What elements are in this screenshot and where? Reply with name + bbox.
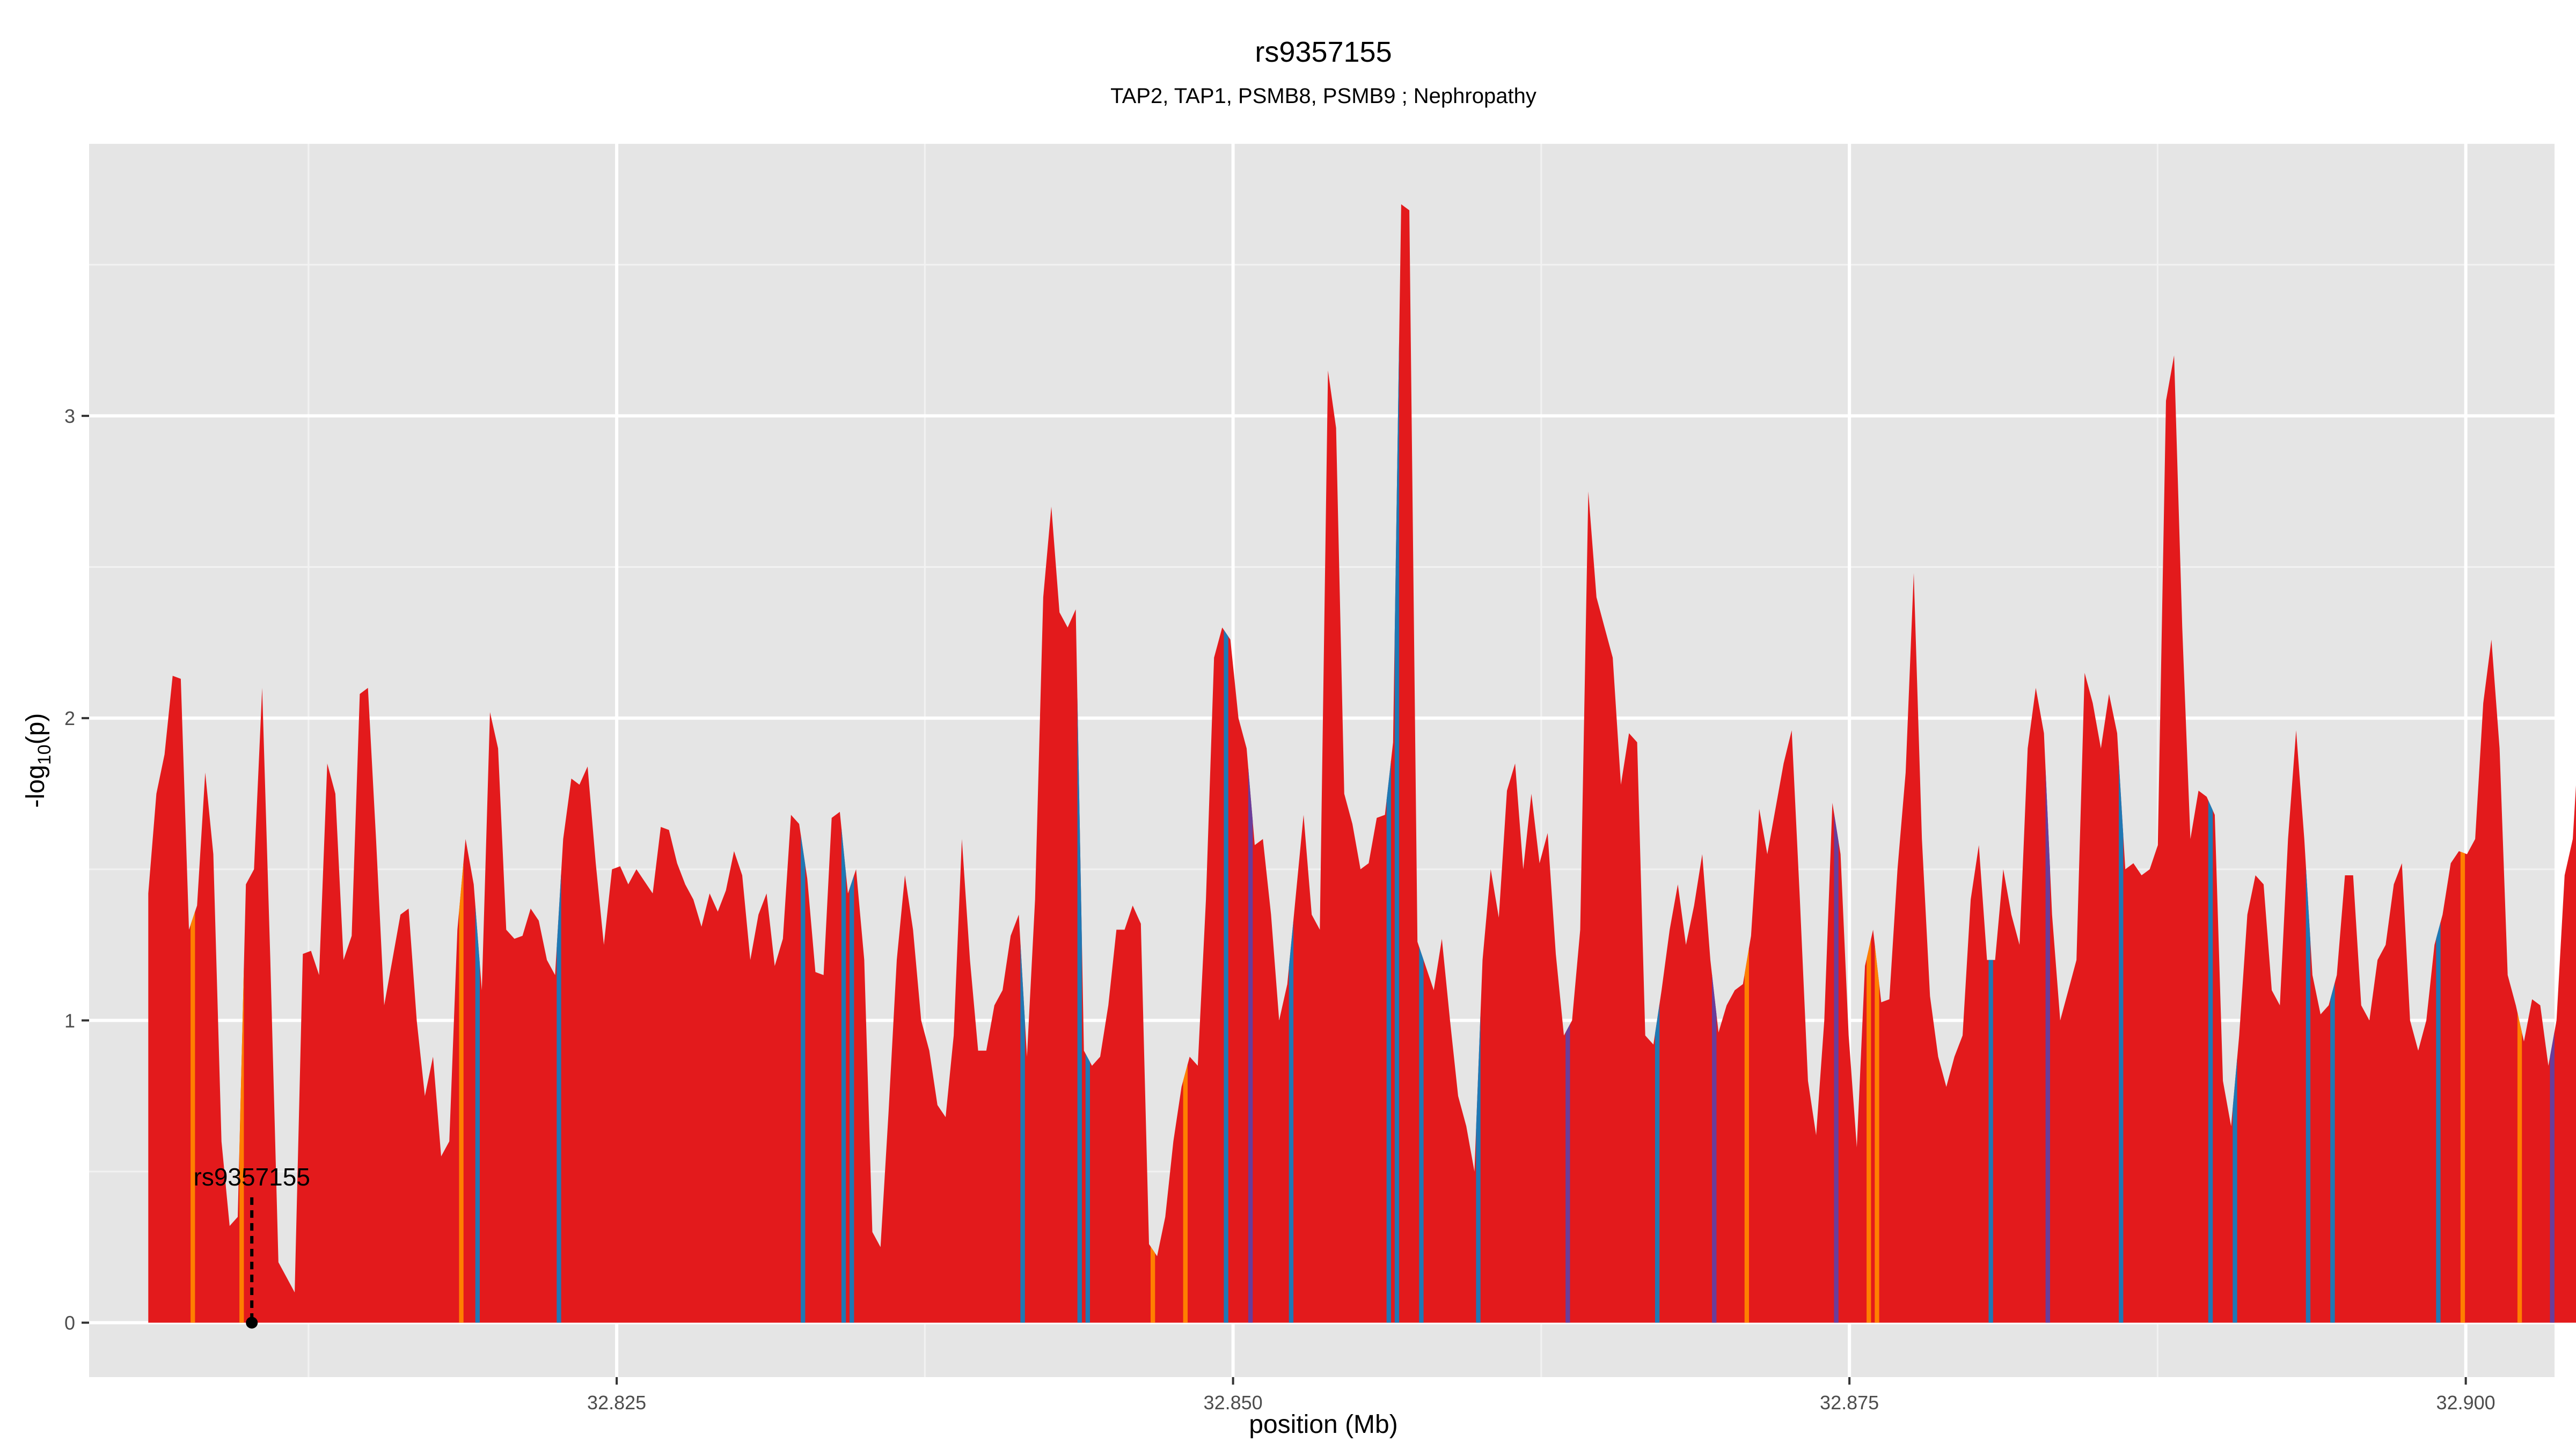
area-series <box>148 204 2576 1323</box>
colored-segment-purple <box>1565 1024 1570 1323</box>
snp-annotation: rs9357155 <box>194 1163 310 1329</box>
colored-segment-blue <box>841 828 846 1323</box>
x-axis: 32.825 32.850 32.875 32.900 <box>587 1377 2496 1414</box>
colored-segment-blue <box>2330 983 2335 1323</box>
colored-segment-blue <box>1476 1013 1481 1323</box>
colored-segment-orange <box>1867 939 1871 1323</box>
y-tick-label: 2 <box>64 707 75 729</box>
colored-segment-blue <box>850 875 854 1323</box>
colored-segment-blue <box>1386 760 1391 1323</box>
y-axis-title-main: -log <box>21 765 50 808</box>
y-axis-title-subscript: 10 <box>34 744 55 765</box>
area-main <box>148 204 2576 1323</box>
x-tick-label: 32.875 <box>1820 1392 1879 1414</box>
colored-segment-purple <box>1834 813 1839 1323</box>
colored-segment-blue <box>1394 339 1400 1323</box>
colored-segment-orange <box>191 911 195 1323</box>
colored-segment-orange <box>1875 944 1879 1323</box>
colored-segment-blue <box>1077 697 1082 1323</box>
y-axis: 0 1 2 3 <box>64 405 89 1334</box>
colored-segment-blue <box>1085 1053 1090 1323</box>
colored-segment-blue <box>2119 760 2124 1323</box>
colored-segment-blue <box>1020 943 1025 1323</box>
annotation-label: rs9357155 <box>194 1163 310 1191</box>
colored-segment-blue <box>2208 800 2213 1323</box>
colored-segment-blue <box>2436 922 2441 1323</box>
colored-segment-purple <box>2045 769 2050 1323</box>
colored-segment-blue <box>557 873 561 1323</box>
colored-segment-blue <box>1655 1004 1660 1323</box>
colored-segments <box>191 339 2555 1323</box>
plot-area: rs9357155 <box>89 144 2576 1377</box>
y-tick-label: 1 <box>64 1009 75 1031</box>
colored-segment-orange <box>1151 1246 1155 1323</box>
colored-segment-blue <box>1289 920 1294 1323</box>
colored-segment-orange <box>2517 1012 2522 1323</box>
colored-segment-orange <box>459 861 464 1323</box>
colored-segment-purple <box>1712 974 1717 1323</box>
chart-title: rs9357155 <box>1255 36 1392 68</box>
colored-segment-blue <box>2306 866 2311 1323</box>
y-tick-label: 3 <box>64 405 75 427</box>
x-tick-label: 32.825 <box>587 1392 646 1414</box>
colored-segment-blue <box>1988 960 1993 1323</box>
x-tick-label: 32.900 <box>2436 1392 2496 1414</box>
x-axis-title: position (Mb) <box>1249 1410 1397 1439</box>
colored-segment-orange <box>2460 852 2465 1323</box>
colored-segment-orange <box>239 967 244 1323</box>
annotation-point <box>246 1316 258 1329</box>
colored-segment-blue <box>475 905 480 1323</box>
colored-segment-purple <box>2550 1031 2555 1323</box>
y-tick-label: 0 <box>64 1312 75 1334</box>
y-axis-title-tail: (p) <box>21 713 50 745</box>
colored-segment-blue <box>1224 630 1228 1323</box>
x-tick-label: 32.850 <box>1204 1392 1263 1414</box>
colored-segment-orange <box>1183 1064 1188 1323</box>
colored-segment-blue <box>2233 1058 2237 1323</box>
colored-segment-orange <box>1744 948 1749 1323</box>
chart-subtitle: TAP2, TAP1, PSMB8, PSMB9 ; Nephropathy <box>1110 84 1536 108</box>
colored-segment-blue <box>801 835 806 1323</box>
colored-segment-blue <box>1419 947 1424 1323</box>
y-axis-title: -log10(p) <box>21 713 55 808</box>
colored-segment-purple <box>1248 767 1253 1323</box>
